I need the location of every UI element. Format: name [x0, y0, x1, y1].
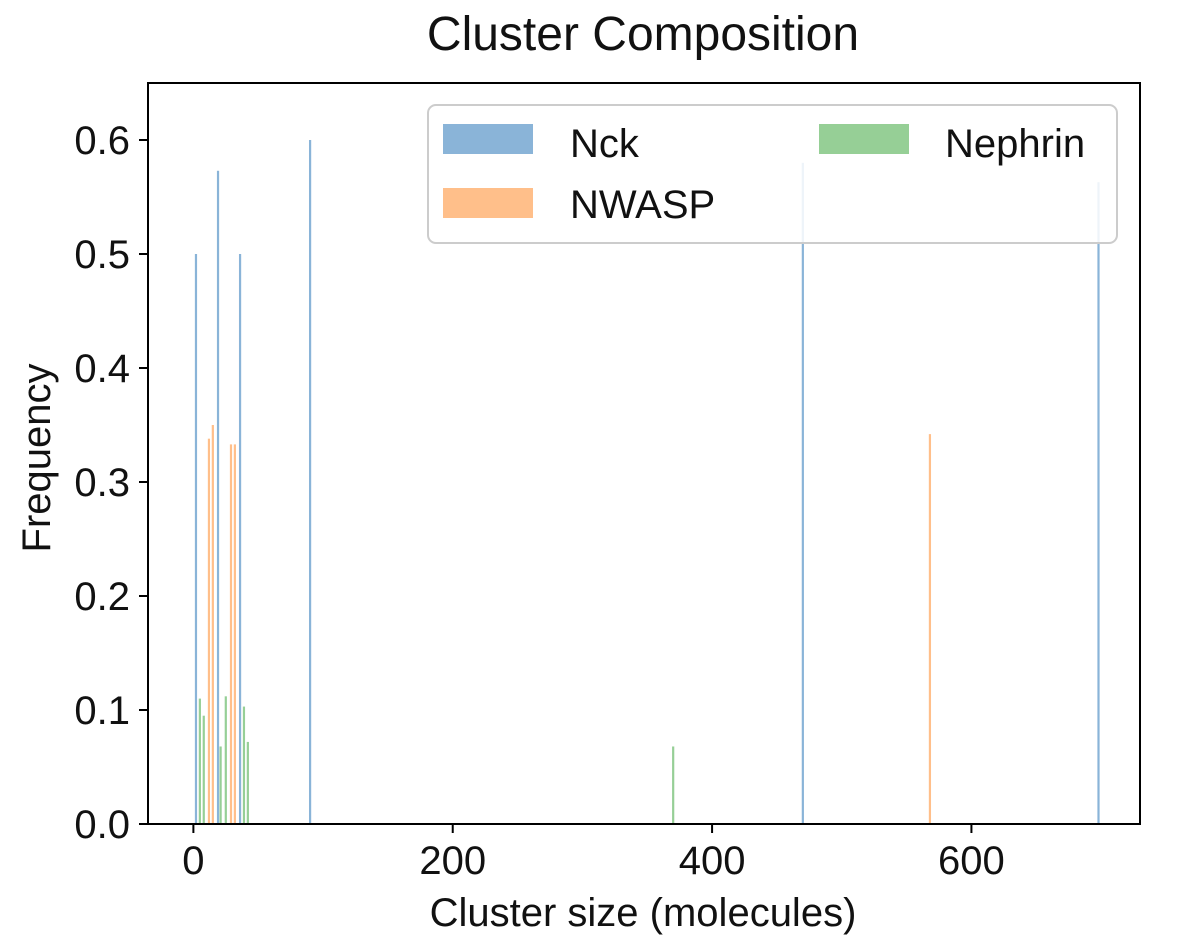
bar-nephrin: [246, 741, 249, 824]
y-tick-label: 0.3: [74, 461, 130, 505]
y-tick-label: 0.6: [74, 119, 130, 163]
y-tick-label: 0.4: [74, 347, 130, 391]
bar-nephrin: [219, 746, 222, 824]
x-axis-ticks: 0 200 400 600: [182, 824, 1005, 883]
bar-nwasp: [207, 438, 211, 824]
legend-label-nck: Nck: [570, 122, 640, 166]
y-axis-label: Frequency: [15, 364, 59, 553]
legend-label-nwasp: NWASP: [570, 183, 715, 227]
bar-nephrin: [224, 696, 227, 824]
bar-nck: [308, 140, 312, 824]
y-tick-label: 0.1: [74, 689, 130, 733]
y-tick-label: 0.2: [74, 575, 130, 619]
x-tick-label: 400: [679, 839, 746, 883]
y-tick-label: 0.5: [74, 233, 130, 277]
legend-frame: [427, 104, 1118, 244]
bar-nck: [238, 254, 242, 824]
bar-nck: [1097, 182, 1100, 824]
legend-swatch-nephrin: [819, 124, 909, 154]
x-axis-label: Cluster size (molecules): [430, 891, 857, 935]
y-tick-label: 0.0: [74, 803, 130, 847]
x-tick-label: 0: [182, 839, 204, 883]
legend-label-nephrin: Nephrin: [945, 122, 1085, 166]
plot-area-border: [147, 82, 1141, 825]
bar-nephrin: [202, 715, 205, 824]
bar-nck: [216, 170, 220, 824]
histogram-bars: [194, 140, 1100, 825]
chart-title: Cluster Composition: [427, 8, 859, 61]
bar-nephrin: [198, 698, 201, 824]
x-tick-label: 200: [419, 839, 486, 883]
bar-nephrin: [672, 746, 675, 824]
bar-nwasp: [233, 444, 236, 824]
bar-nwasp: [928, 434, 932, 824]
legend-swatch-nck: [443, 124, 533, 154]
legend: Nck NWASP Nephrin: [427, 104, 1118, 244]
bar-nephrin: [242, 706, 246, 824]
y-axis-ticks: 0.0 0.1 0.2 0.3 0.4 0.5 0.6: [74, 119, 148, 847]
x-tick-label: 600: [938, 839, 1005, 883]
bar-nwasp: [211, 425, 214, 824]
bar-nwasp: [229, 444, 233, 824]
legend-swatch-nwasp: [443, 188, 533, 218]
bar-nck: [801, 162, 804, 825]
bar-nck: [194, 254, 198, 824]
